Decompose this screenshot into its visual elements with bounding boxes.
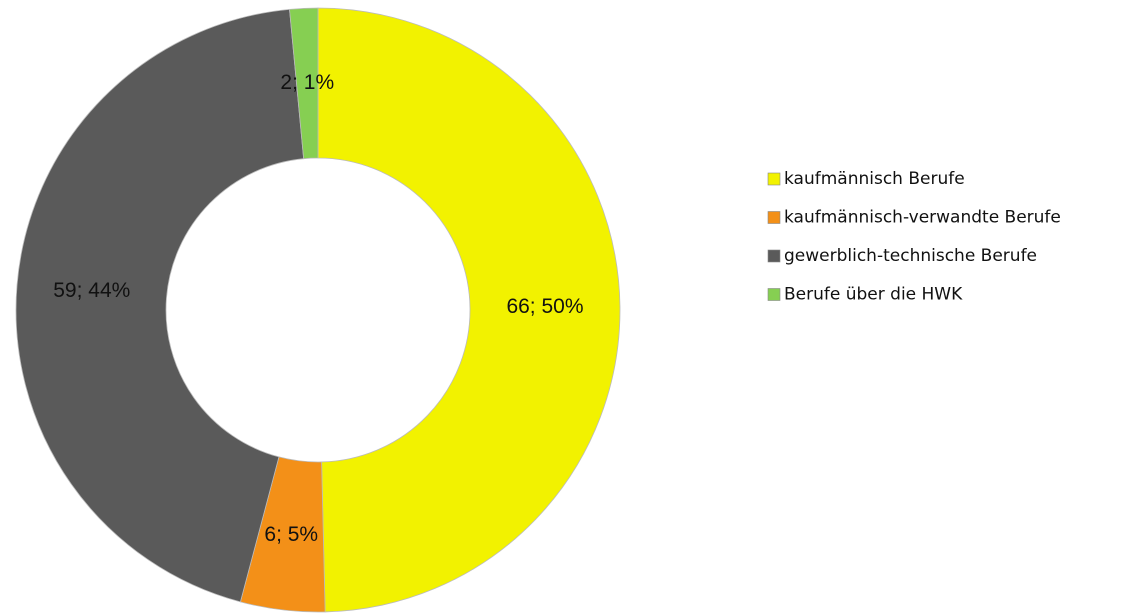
- legend-label: gewerblich-technische Berufe: [784, 246, 1037, 266]
- donut-slice: [15, 8, 305, 603]
- data-label: 2; 1%: [280, 71, 334, 94]
- legend-swatch: [767, 211, 781, 224]
- legend-swatch: [767, 288, 781, 301]
- data-label: 59; 44%: [53, 279, 130, 302]
- legend-label: Berufe über die HWK: [784, 285, 963, 305]
- data-label: 66; 50%: [506, 295, 583, 318]
- legend-label: kaufmännisch Berufe: [784, 169, 965, 189]
- legend-swatch: [767, 172, 781, 186]
- donut-slice: [289, 7, 319, 160]
- legend-label: kaufmännisch-verwandte Berufe: [784, 208, 1061, 228]
- data-label: 6; 5%: [264, 523, 318, 546]
- legend-swatch: [767, 249, 781, 263]
- donut-slice: [317, 7, 621, 613]
